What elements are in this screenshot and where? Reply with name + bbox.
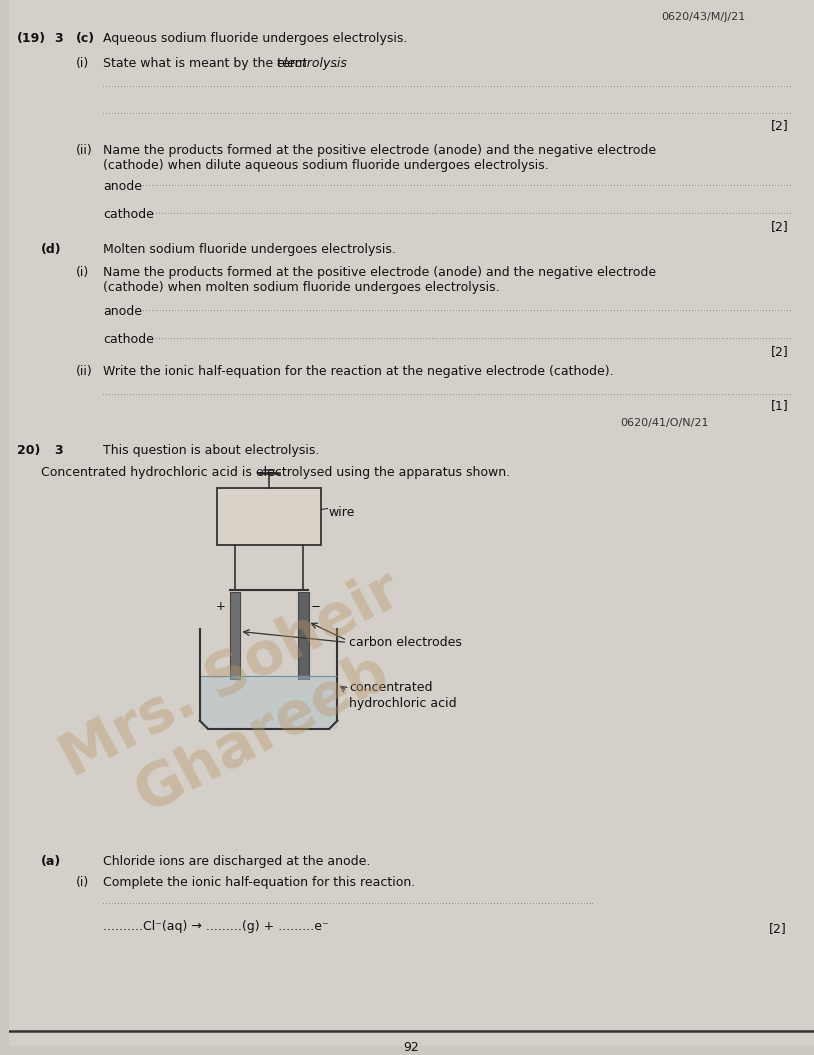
Text: Complete the ionic half-equation for this reaction.: Complete the ionic half-equation for thi… (103, 877, 415, 889)
Text: (i): (i) (77, 877, 90, 889)
Text: (ii): (ii) (77, 365, 93, 378)
Text: +: + (216, 599, 225, 613)
Text: cathode: cathode (103, 208, 154, 222)
Text: [2]: [2] (771, 345, 788, 358)
Text: 0620/41/O/N/21: 0620/41/O/N/21 (620, 419, 709, 428)
Bar (298, 592, 309, 679)
Text: (d): (d) (41, 243, 61, 256)
Text: (cathode) when dilute aqueous sodium fluoride undergoes electrolysis.: (cathode) when dilute aqueous sodium flu… (103, 158, 549, 172)
Text: This question is about electrolysis.: This question is about electrolysis. (103, 444, 319, 457)
Text: concentrated: concentrated (349, 682, 433, 694)
Text: (i): (i) (77, 266, 90, 279)
Text: Concentrated hydrochloric acid is electrolysed using the apparatus shown.: Concentrated hydrochloric acid is electr… (41, 466, 510, 479)
Text: carbon electrodes: carbon electrodes (349, 636, 462, 650)
Text: 20): 20) (17, 444, 41, 457)
Text: ..........Cl⁻(aq) → .........(g) + .........e⁻: ..........Cl⁻(aq) → .........(g) + .....… (103, 920, 329, 933)
Text: anode: anode (103, 180, 142, 193)
Text: anode: anode (103, 305, 142, 319)
Text: State what is meant by the term: State what is meant by the term (103, 57, 311, 71)
Text: Mrs. Soheir
Ghareeb: Mrs. Soheir Ghareeb (51, 561, 441, 846)
Text: 92: 92 (404, 1041, 419, 1054)
Text: (ii): (ii) (77, 143, 93, 157)
Text: Molten sodium fluoride undergoes electrolysis.: Molten sodium fluoride undergoes electro… (103, 243, 396, 256)
Text: Name the products formed at the positive electrode (anode) and the negative elec: Name the products formed at the positive… (103, 266, 656, 279)
Text: Aqueous sodium fluoride undergoes electrolysis.: Aqueous sodium fluoride undergoes electr… (103, 32, 407, 44)
Text: wire: wire (328, 505, 355, 519)
Text: hydrochloric acid: hydrochloric acid (349, 697, 457, 710)
Text: 3: 3 (55, 32, 63, 44)
Text: cathode: cathode (103, 333, 154, 346)
Text: −: − (311, 599, 321, 613)
Bar (230, 592, 240, 679)
Text: (i): (i) (77, 57, 90, 71)
Text: Name the products formed at the positive electrode (anode) and the negative elec: Name the products formed at the positive… (103, 143, 656, 157)
Text: 0620/43/M/J/21: 0620/43/M/J/21 (662, 12, 746, 22)
Text: .: . (334, 57, 337, 71)
Text: (cathode) when molten sodium fluoride undergoes electrolysis.: (cathode) when molten sodium fluoride un… (103, 281, 500, 293)
Text: (c): (c) (77, 32, 95, 44)
Text: (a): (a) (41, 855, 61, 867)
Text: electrolysis: electrolysis (276, 57, 347, 71)
Text: [1]: [1] (771, 400, 788, 413)
Bar (217, 487, 321, 545)
Text: Write the ionic half-equation for the reaction at the negative electrode (cathod: Write the ionic half-equation for the re… (103, 365, 614, 378)
Text: (19): (19) (17, 32, 46, 44)
Text: Chloride ions are discharged at the anode.: Chloride ions are discharged at the anod… (103, 855, 370, 867)
Text: [2]: [2] (768, 922, 786, 935)
Text: 3: 3 (55, 444, 63, 457)
Text: [2]: [2] (771, 119, 788, 132)
Text: [2]: [2] (771, 220, 788, 233)
